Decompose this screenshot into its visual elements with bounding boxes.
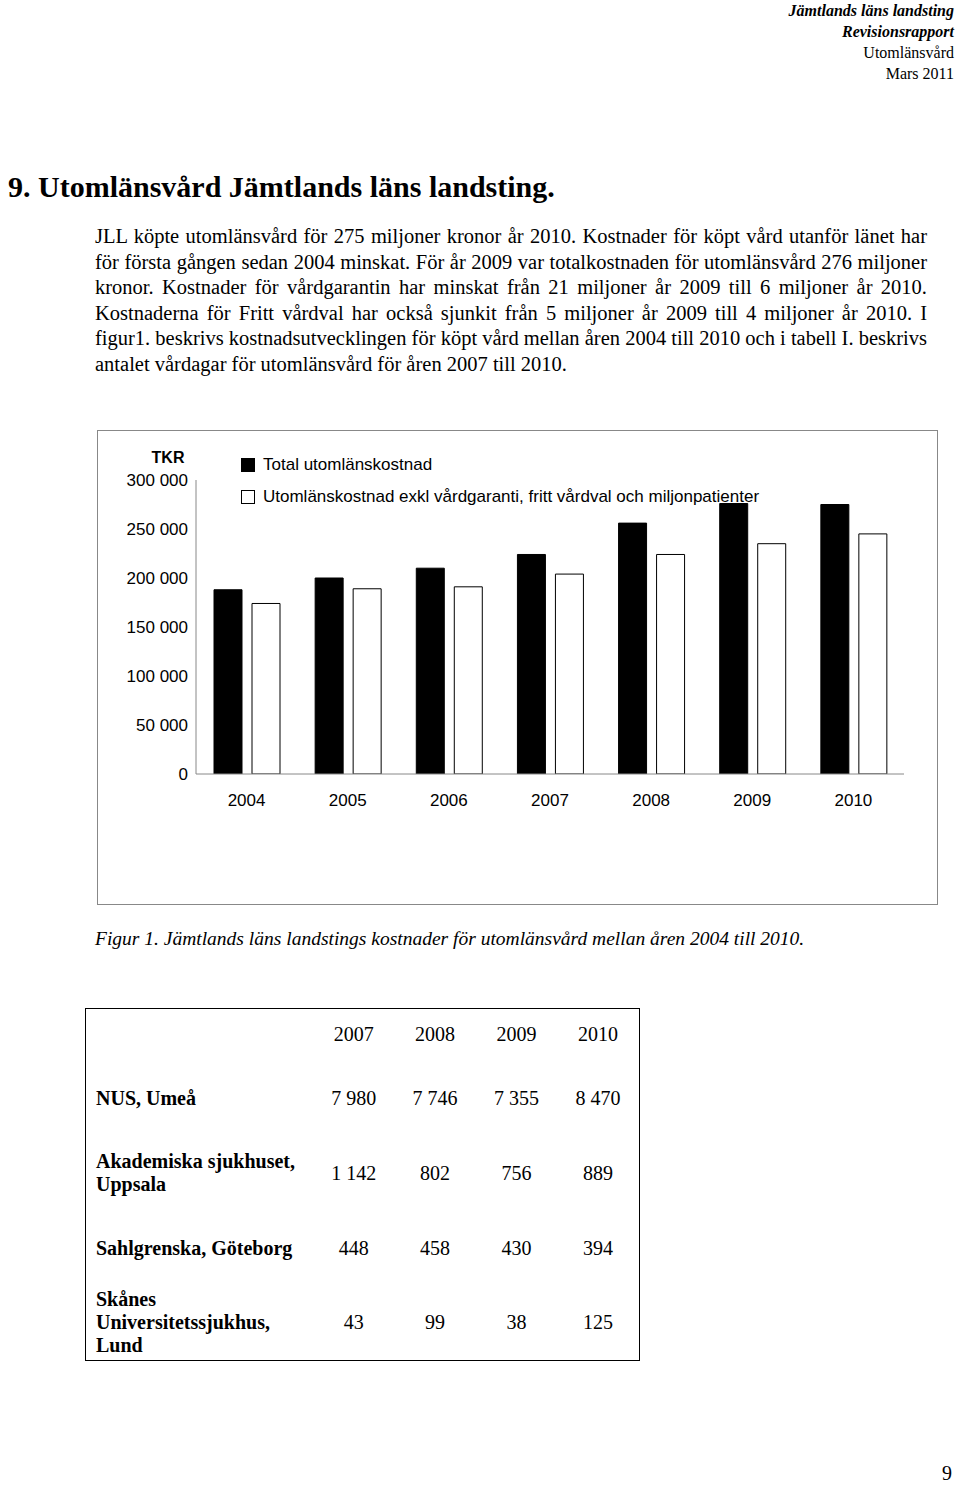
html-text:38: 38 (506, 1311, 527, 1334)
html-text:756: 756 (501, 1161, 532, 1184)
svg-text:2008: 2008 (632, 791, 670, 810)
html-text:2007: 2007 (333, 1023, 374, 1046)
html-text:JLL köpte utomlänsvård för 275: JLL köpte utomlänsvård för 275 miljoner … (95, 225, 927, 375)
svg-text:2005: 2005 (329, 791, 367, 810)
svg-text:100 000: 100 000 (127, 667, 188, 686)
html-text:Akademiska sjukhuset, Uppsala: Akademiska sjukhuset, Uppsala (96, 1150, 295, 1195)
html-text:7 980: 7 980 (331, 1086, 377, 1109)
html-text:2008: 2008 (415, 1023, 456, 1046)
html-text:Utomlänskostnad exkl vårdgaran: Utomlänskostnad exkl vårdgaranti, fritt … (263, 487, 760, 506)
svg-text:2010: 2010 (835, 791, 873, 810)
html-text:125: 125 (583, 1311, 614, 1334)
html-text:802: 802 (420, 1161, 451, 1184)
html-text:7 746: 7 746 (412, 1086, 458, 1109)
html-text:Mars 2011: Mars 2011 (885, 65, 954, 82)
svg-text:0: 0 (179, 765, 188, 784)
html-text:2010: 2010 (578, 1023, 619, 1046)
html-text:TKR: TKR (151, 449, 185, 466)
svg-text:300 000: 300 000 (127, 471, 188, 490)
html-text:Sahlgrenska, Göteborg: Sahlgrenska, Göteborg (96, 1236, 293, 1259)
svg-text:2009: 2009 (733, 791, 771, 810)
svg-text:200 000: 200 000 (127, 569, 188, 588)
html-text:1 142: 1 142 (331, 1161, 377, 1184)
html-text:8 470: 8 470 (575, 1086, 621, 1109)
html-text:394: 394 (583, 1236, 614, 1259)
html-text:889: 889 (583, 1161, 614, 1184)
html-text:430: 430 (501, 1236, 532, 1259)
html-text:43: 43 (343, 1311, 364, 1334)
html-text:NUS, Umeå: NUS, Umeå (96, 1086, 196, 1109)
html-text:7 355: 7 355 (494, 1086, 539, 1109)
html-text:458: 458 (420, 1236, 451, 1259)
svg-text:2007: 2007 (531, 791, 569, 810)
svg-text:2004: 2004 (228, 791, 266, 810)
html-text:448: 448 (338, 1236, 369, 1259)
html-text:99: 99 (425, 1311, 446, 1334)
svg-text:50 000: 50 000 (136, 716, 188, 735)
svg-text:250 000: 250 000 (127, 520, 188, 539)
html-text:9: 9 (942, 1462, 952, 1484)
html-text:2009: 2009 (496, 1023, 537, 1046)
html-text:Skånes Universitetssjukhus, Lu: Skånes Universitetssjukhus, Lund (96, 1288, 270, 1357)
html-text:Figur 1. Jämtlands läns landst: Figur 1. Jämtlands läns landstings kostn… (95, 928, 805, 949)
html-text:Jämtlands läns landsting: Jämtlands läns landsting (788, 2, 954, 19)
html-text:Revisionsrapport: Revisionsrapport (842, 23, 954, 40)
html-text:9. Utomlänsvård Jämtlands läns: 9. Utomlänsvård Jämtlands läns landsting… (8, 170, 555, 203)
html-text:Total utomlänskostnad: Total utomlänskostnad (263, 455, 433, 474)
svg-text:150 000: 150 000 (127, 618, 188, 637)
html-text:Utomlänsvård: Utomlänsvård (863, 44, 954, 61)
svg-text:2006: 2006 (430, 791, 468, 810)
